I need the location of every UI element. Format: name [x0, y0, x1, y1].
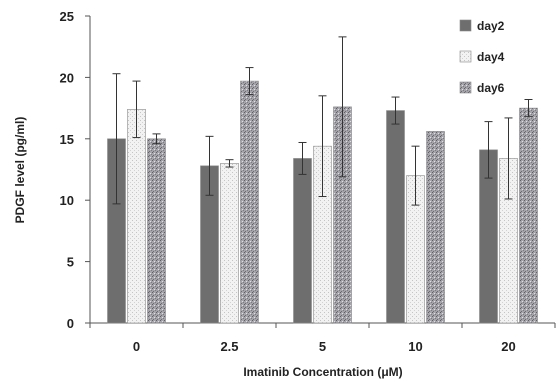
y-tick-label: 25: [60, 9, 74, 24]
y-tick-label: 10: [60, 193, 74, 208]
legend-label-day6: day6: [477, 81, 505, 95]
x-axis-title: Imatinib Concentration (μM): [243, 365, 402, 379]
bar-day4: [127, 109, 146, 324]
bar-day6: [519, 107, 538, 324]
y-tick-label: 0: [67, 316, 74, 331]
y-tick-label: 20: [60, 70, 74, 85]
bar-day6: [147, 138, 166, 324]
bar-day4: [220, 163, 239, 324]
x-tick-label: 20: [501, 339, 515, 354]
bar-day6: [426, 131, 445, 324]
bar-day6: [240, 80, 259, 324]
legend-swatch-day4: [459, 50, 472, 63]
legend-swatch-day6: [459, 81, 472, 94]
legend-label-day4: day4: [477, 50, 505, 64]
legend: day2 day4 day6: [459, 19, 505, 95]
y-tick-label: 15: [60, 132, 74, 147]
legend-label-day2: day2: [477, 19, 505, 33]
y-tick-label: 5: [67, 255, 74, 270]
x-tick-label: 0: [133, 339, 140, 354]
bar-day2: [386, 110, 405, 324]
legend-swatch-day2: [459, 19, 472, 32]
bar-day2: [293, 158, 312, 324]
y-axis-title: PDGF level (pg/ml): [13, 117, 27, 224]
x-tick-label: 5: [319, 339, 326, 354]
x-tick-label: 10: [408, 339, 422, 354]
plot-area: 0 5 10 15 20 25 0 2.5 5 10 20: [60, 9, 556, 354]
x-tick-label: 2.5: [220, 339, 238, 354]
